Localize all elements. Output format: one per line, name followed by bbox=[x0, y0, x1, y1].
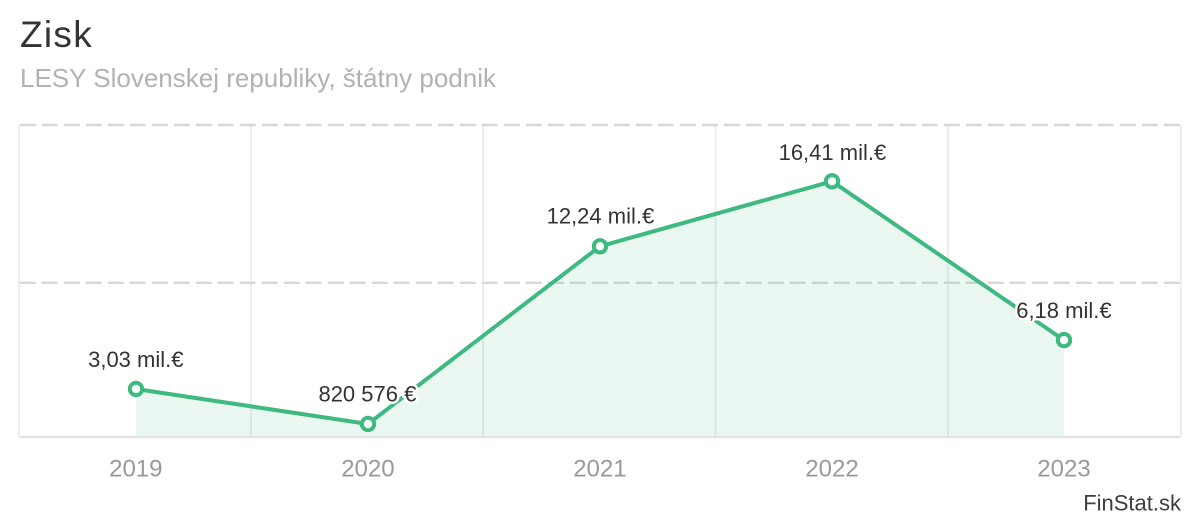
svg-text:LESY Slovenskej republiky, štá: LESY Slovenskej republiky, štátny podnik bbox=[20, 63, 497, 93]
svg-text:2023: 2023 bbox=[1037, 455, 1090, 482]
svg-text:2019: 2019 bbox=[109, 455, 162, 482]
svg-text:2021: 2021 bbox=[573, 455, 626, 482]
svg-text:3,03 mil.€: 3,03 mil.€ bbox=[88, 347, 183, 372]
svg-text:FinStat.sk: FinStat.sk bbox=[1083, 490, 1182, 515]
svg-text:2020: 2020 bbox=[341, 455, 394, 482]
svg-text:820 576 €: 820 576 € bbox=[318, 382, 416, 407]
svg-text:Zisk: Zisk bbox=[20, 14, 93, 55]
svg-text:6,18 mil.€: 6,18 mil.€ bbox=[1016, 298, 1111, 323]
svg-text:12,24 mil.€: 12,24 mil.€ bbox=[547, 203, 655, 228]
svg-text:16,41 mil.€: 16,41 mil.€ bbox=[779, 140, 887, 165]
svg-text:2022: 2022 bbox=[805, 455, 858, 482]
